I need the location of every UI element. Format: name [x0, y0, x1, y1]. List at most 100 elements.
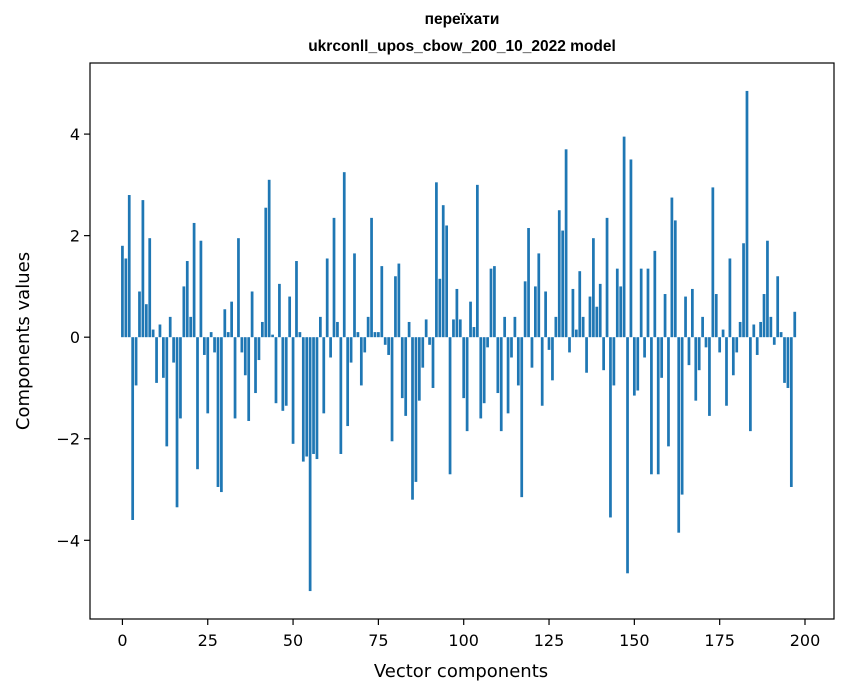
bar-68: [353, 253, 356, 338]
bar-53: [301, 337, 305, 462]
bar-167: [691, 288, 694, 338]
bar-106: [482, 337, 486, 404]
bar-141: [602, 337, 605, 371]
bar-182: [742, 243, 745, 338]
bar-72: [366, 316, 370, 338]
bar-186: [755, 337, 759, 355]
bar-166: [687, 337, 691, 366]
plot-frame: [89, 62, 835, 620]
bar-30: [223, 309, 227, 338]
bar-31: [226, 332, 230, 338]
bar-76: [380, 266, 384, 338]
bar-2: [127, 195, 131, 338]
bar-134: [578, 271, 582, 338]
bar-135: [581, 316, 585, 338]
bar-174: [714, 294, 718, 338]
bar-49: [288, 296, 292, 338]
bar-180: [735, 337, 739, 353]
bar-37: [247, 337, 251, 421]
bar-108: [489, 268, 493, 338]
y-tick-label: 2: [70, 227, 80, 246]
bar-19: [185, 261, 189, 338]
bar-127: [554, 316, 558, 338]
bar-176: [721, 329, 725, 338]
bar-46: [278, 283, 281, 338]
bar-188: [762, 294, 766, 338]
bar-130: [564, 149, 568, 338]
bar-113: [506, 337, 510, 414]
bar-38: [250, 291, 254, 338]
bar-32: [230, 301, 233, 338]
bar-147: [622, 136, 626, 338]
bar-23: [199, 240, 203, 338]
bar-103: [472, 327, 476, 338]
bar-54: [305, 337, 309, 457]
x-tick-label: 125: [534, 631, 565, 650]
bar-159: [663, 294, 667, 338]
bar-105: [479, 337, 483, 419]
bar-196: [789, 337, 793, 487]
bar-45: [274, 337, 278, 404]
bars-group: [121, 90, 797, 592]
bar-156: [653, 250, 657, 338]
y-tick-label: 4: [70, 125, 80, 144]
bar-115: [513, 316, 517, 338]
bar-164: [680, 337, 684, 495]
bar-27: [213, 337, 216, 353]
bar-71: [363, 337, 367, 353]
bar-140: [598, 283, 602, 338]
bar-145: [615, 268, 619, 338]
bar-154: [646, 268, 650, 338]
bar-122: [537, 253, 541, 338]
bar-179: [731, 337, 735, 376]
bar-123: [540, 337, 544, 406]
bar-146: [619, 286, 623, 338]
bar-81: [397, 263, 401, 338]
bar-95: [445, 225, 449, 338]
bar-84: [407, 321, 411, 338]
bar-11: [158, 324, 162, 338]
bar-92: [435, 182, 438, 338]
bar-78: [387, 337, 390, 355]
bar-7: [144, 304, 148, 338]
bar-91: [431, 337, 435, 388]
bar-82: [400, 337, 404, 399]
bar-118: [523, 281, 527, 338]
bar-66: [346, 337, 350, 427]
bar-59: [322, 337, 326, 414]
bar-41: [260, 321, 264, 338]
bar-29: [220, 337, 223, 493]
bar-158: [660, 337, 664, 378]
bar-143: [609, 337, 612, 518]
bar-22: [196, 337, 199, 470]
bar-99: [458, 319, 462, 338]
bar-128: [557, 210, 561, 338]
bar-5: [138, 291, 141, 338]
bar-126: [551, 337, 554, 381]
bar-67: [349, 337, 353, 363]
bar-112: [503, 316, 507, 338]
x-tick-label: 25: [198, 631, 218, 650]
bar-1: [124, 258, 128, 338]
bar-173: [711, 187, 715, 338]
bar-83: [404, 337, 408, 416]
bar-120: [530, 337, 534, 368]
bar-63: [336, 321, 339, 338]
bar-79: [390, 337, 394, 442]
bar-73: [370, 217, 373, 338]
bar-50: [291, 337, 295, 444]
bar-161: [670, 197, 674, 338]
bar-165: [684, 296, 687, 338]
bar-132: [571, 288, 575, 338]
bar-111: [499, 337, 503, 432]
bar-138: [592, 238, 595, 338]
y-tick-label: −2: [56, 430, 80, 449]
bar-60: [325, 258, 329, 338]
bar-20: [189, 316, 193, 338]
bar-80: [394, 276, 397, 338]
bar-26: [209, 332, 213, 338]
bar-90: [428, 337, 431, 345]
bar-162: [673, 220, 677, 338]
bar-124: [544, 291, 547, 338]
bar-48: [284, 337, 288, 406]
